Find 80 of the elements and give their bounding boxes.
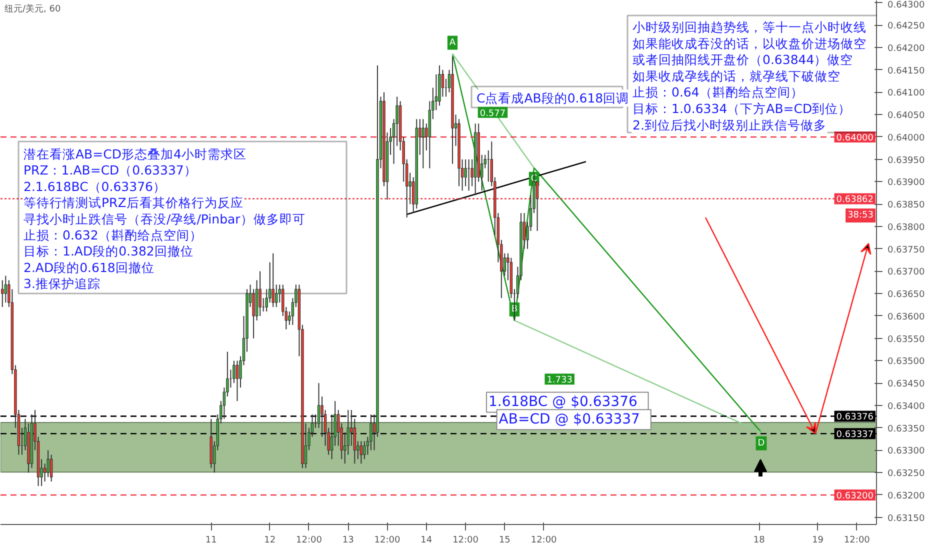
ref-line-label: 0.63376: [836, 412, 874, 423]
candlestick: [236, 360, 239, 402]
candlestick: [252, 288, 255, 339]
y-tick-label: 0.63550: [888, 334, 925, 345]
ref-line-label: 0.64000: [836, 133, 874, 144]
annotation: 1.618BC @ $0.63376: [488, 394, 638, 410]
y-tick-label: 0.63150: [888, 514, 925, 524]
annotation: 小时级别回抽趋势线，等十一点小时收线: [632, 20, 866, 34]
x-tick-label: 14: [420, 536, 432, 546]
candlestick: [441, 69, 444, 98]
y-tick-label: 0.63250: [888, 469, 925, 480]
y-tick-label: 0.63750: [888, 245, 925, 256]
annotation: 0.577: [480, 108, 506, 119]
annotation: 如果能收成吞没的话，以收盘价进场做空: [632, 36, 866, 51]
y-tick-label: 0.63850: [888, 200, 925, 211]
y-tick-label: 0.63300: [888, 446, 925, 457]
annotation: 2.1.618BC（0.63376）: [24, 178, 166, 194]
candlestick: [232, 360, 236, 384]
y-tick-label: 0.63400: [888, 402, 925, 412]
annotation: AB=CD @ $0.63337: [498, 412, 640, 428]
x-tick-label: 12:00: [530, 536, 558, 546]
x-tick-label: 15: [498, 536, 510, 546]
y-tick-label: 0.63200: [888, 491, 925, 502]
annotation: C点看成AB段的0.618回调: [476, 90, 630, 106]
candlestick: [422, 118, 425, 169]
y-tick-label: 0.64150: [888, 66, 925, 76]
candlestick: [258, 270, 262, 316]
annotation: 止损：0.64（斟酌给点空间）: [632, 84, 804, 100]
ref-line-label: 0.63200: [836, 491, 874, 502]
candlestick: [370, 414, 372, 451]
y-tick-label: 0.64050: [888, 111, 925, 122]
annotation: 38:53: [848, 210, 874, 220]
y-tick-label: 0.63350: [888, 424, 925, 434]
candlestick: [464, 158, 467, 187]
annotation: 2.AD段的0.618回撤位: [24, 260, 154, 275]
y-tick-label: 0.64000: [888, 133, 925, 144]
annotation: 1.733: [546, 376, 572, 386]
candlestick: [363, 440, 366, 460]
y-tick-label: 0.63950: [888, 156, 925, 166]
x-tick-label: 12:00: [844, 536, 870, 546]
annotation: 潜在看涨AB=CD形态叠加4小时需求区: [24, 146, 246, 162]
x-tick-label: 12:00: [374, 536, 401, 546]
annotation: 或者回抽阳线开盘价（0.63844）做空: [632, 52, 854, 68]
y-tick-label: 0.64200: [888, 44, 925, 54]
candlestick: [275, 284, 278, 308]
annotation: 2.到位后找小时级别止跌信号做多: [632, 117, 826, 132]
x-tick-label: 19: [812, 536, 824, 546]
x-tick-label: 12:00: [296, 536, 322, 546]
y-tick-label: 0.64250: [888, 22, 925, 32]
y-tick-label: 0.63650: [888, 290, 925, 300]
x-tick-label: 11: [205, 536, 217, 546]
y-tick-label: 0.64300: [888, 0, 925, 10]
annotation: A: [449, 38, 456, 48]
x-tick-label: 18: [753, 536, 766, 546]
candlestick: [536, 181, 539, 232]
annotation: D: [758, 438, 765, 448]
annotation: 等待行情测试PRZ后看其价格行为反应: [24, 195, 244, 210]
x-tick-label: 12:00: [452, 536, 479, 546]
y-tick-label: 0.63800: [888, 222, 925, 233]
annotation: 止损：0.632（斟酌给点空间）: [24, 228, 202, 242]
annotation: 目标：1.0.6334（下方AB=CD到位）: [632, 101, 852, 116]
x-tick-label: 12: [264, 536, 276, 546]
annotation: 寻找小时止跌信号（吞没/孕线/Pinbar）做多即可: [24, 211, 306, 226]
annotation: 目标：1.AD段的0.382回撤位: [24, 244, 194, 259]
annotation: PRZ：1.AB=CD（0.63337）: [24, 162, 197, 178]
candlestick: [350, 409, 353, 446]
y-tick-label: 0.63600: [888, 312, 925, 322]
ref-line-label: 0.63337: [836, 430, 874, 440]
y-tick-label: 0.64100: [888, 88, 925, 99]
candlestick: [272, 252, 274, 308]
y-tick-label: 0.63450: [888, 380, 925, 390]
y-tick-label: 0.63900: [888, 178, 925, 188]
candlestick: [360, 440, 363, 464]
annotation: 如果收成孕线的话，就孕线下破做空: [632, 68, 840, 84]
text: 纽元/美元, 60: [4, 4, 61, 14]
annotation: 3.推保护追踪: [24, 276, 100, 292]
ref-line-label: 0.63862: [836, 195, 874, 206]
y-tick-label: 0.63500: [888, 357, 925, 368]
x-tick-label: 13: [342, 536, 354, 546]
y-tick-label: 0.63700: [888, 268, 925, 278]
